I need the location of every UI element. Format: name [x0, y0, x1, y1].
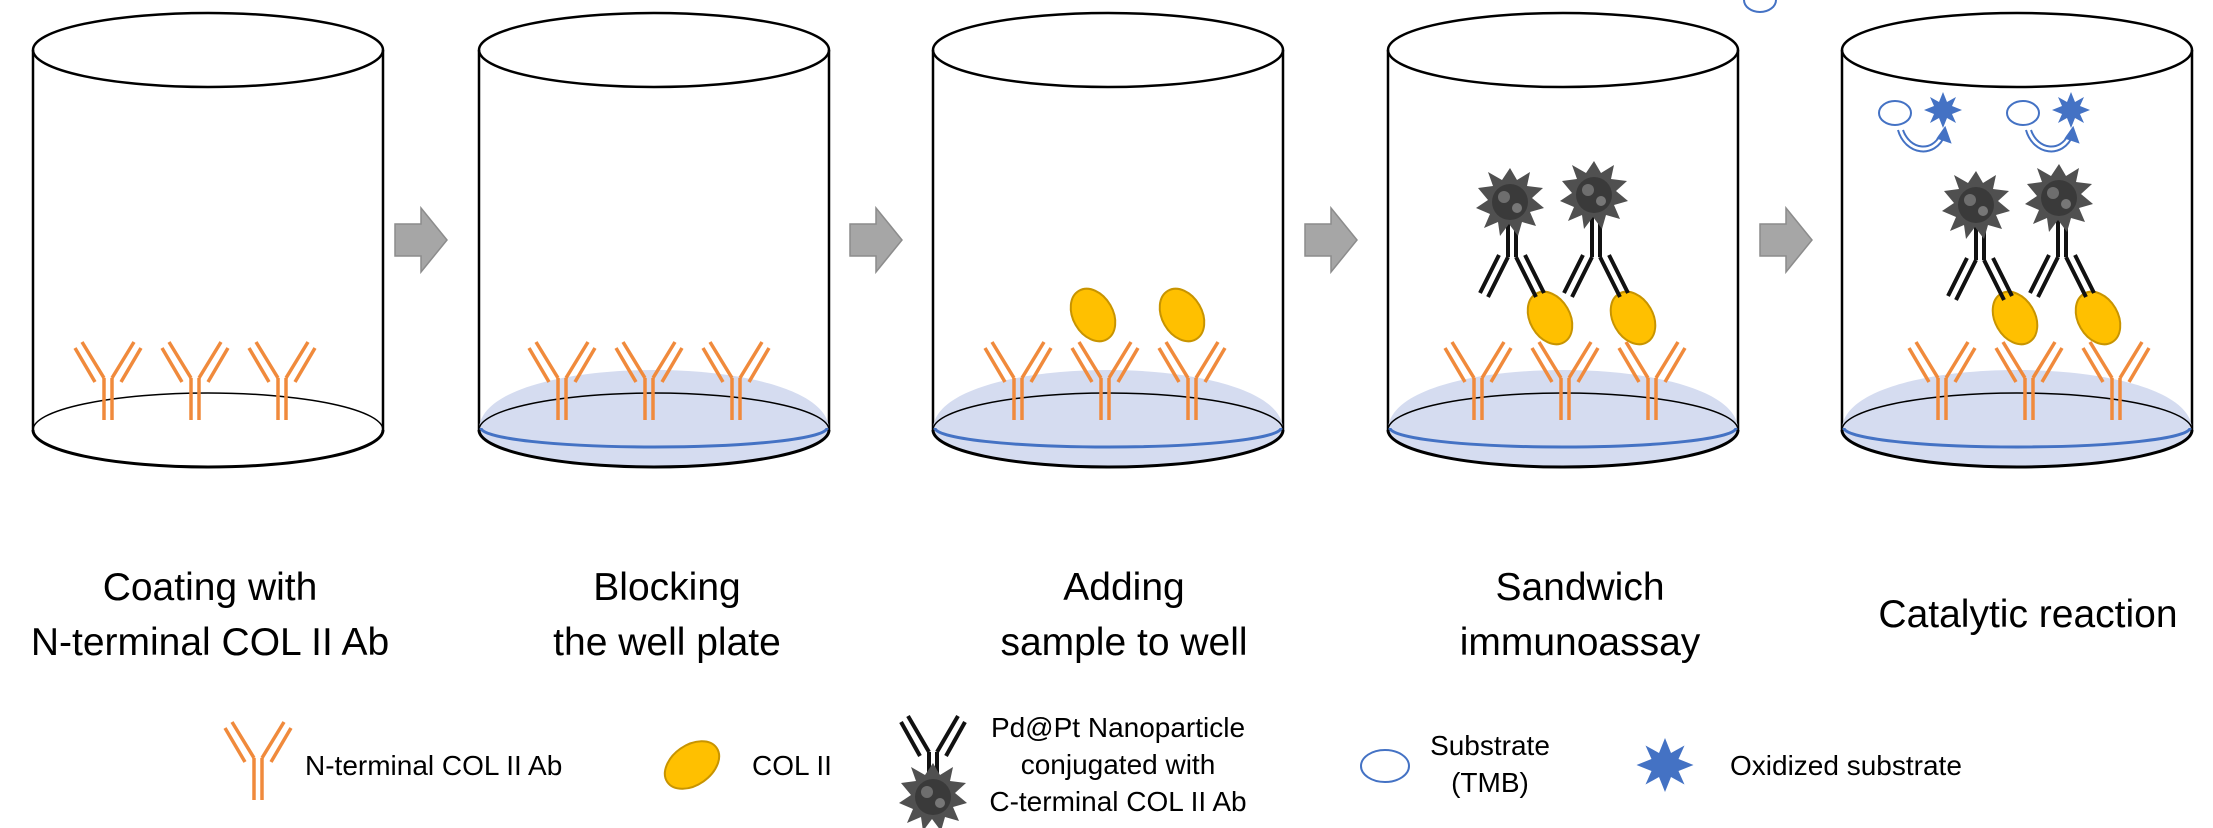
substrate-molecule: [2006, 100, 2040, 126]
legend-col2-label: COL II: [752, 750, 832, 781]
col2-protein: [2065, 282, 2131, 354]
detection-antibody: [1562, 213, 1630, 299]
substrate-molecule: [1878, 100, 1912, 126]
step-label-line1: Catalytic reaction: [1878, 593, 2177, 636]
step-label-catalytic: Catalytic reaction: [1878, 593, 2177, 636]
well-catalytic: [1743, 0, 2194, 469]
legend: N-terminal COL II Ab COL II Pd@Pt Nanopa…: [223, 712, 1962, 828]
legend-nanoparticle-icon: [899, 714, 967, 828]
step-label-line1: Sandwich: [1495, 566, 1664, 609]
capture-antibody: [73, 340, 143, 422]
step-label-line1: Blocking: [593, 566, 740, 609]
oxidized-molecule: [1924, 92, 1962, 128]
step-label-line1: Adding: [1063, 566, 1184, 609]
col2-protein: [1600, 282, 1666, 354]
legend-nanoparticle-label-line2: conjugated with: [1021, 749, 1216, 780]
legend-oxidized-label: Oxidized substrate: [1730, 750, 1962, 781]
step-label-line1: Coating with: [103, 566, 318, 609]
step-label-blocking: Blocking the well plate: [553, 566, 781, 664]
well-sandwich: [1386, 11, 1740, 469]
legend-oxidized-icon: [1636, 738, 1694, 792]
blocking-layer: [1388, 370, 1738, 467]
conversion-arrow: [1897, 125, 2080, 153]
substrate: [1743, 0, 1777, 13]
legend-nanoparticle-label-line3: C-terminal COL II Ab: [989, 786, 1246, 817]
well-blocking: [477, 11, 831, 469]
step-label-sample: Adding sample to well: [1000, 566, 1247, 664]
legend-substrate-icon: [1360, 749, 1410, 783]
legend-nanoparticle-label-line1: Pd@Pt Nanoparticle: [991, 712, 1245, 743]
step-label-line2: immunoassay: [1460, 621, 1701, 664]
step-label-sandwich: Sandwich immunoassay: [1460, 566, 1701, 664]
capture-antibody: [247, 340, 317, 422]
legend-col2-icon: [663, 740, 721, 790]
legend-substrate-label-line2: (TMB): [1451, 767, 1529, 798]
oxidized-molecule: [2052, 92, 2090, 128]
step-label-coating: Coating with N-terminal COL II Ab: [31, 566, 389, 664]
step-label-line2: sample to well: [1000, 621, 1247, 664]
process-arrow: [849, 207, 903, 273]
capture-antibody: [160, 340, 230, 422]
legend-antibody-label: N-terminal COL II Ab: [305, 750, 562, 781]
col2-protein: [1982, 282, 2048, 354]
process-arrow: [1759, 207, 1813, 273]
blocking-layer: [1842, 370, 2192, 467]
col2-protein: [1060, 279, 1126, 351]
col2-protein: [1149, 279, 1215, 351]
legend-antibody-icon: [223, 720, 293, 802]
legend-substrate-label-line1: Substrate: [1430, 730, 1550, 761]
well-sample: [931, 11, 1285, 469]
detection-antibody: [2028, 213, 2096, 299]
well-coating: [31, 11, 385, 469]
process-arrow: [394, 207, 448, 273]
step-label-line2: N-terminal COL II Ab: [31, 621, 389, 664]
process-arrow: [1304, 207, 1358, 273]
step-label-line2: the well plate: [553, 621, 781, 664]
